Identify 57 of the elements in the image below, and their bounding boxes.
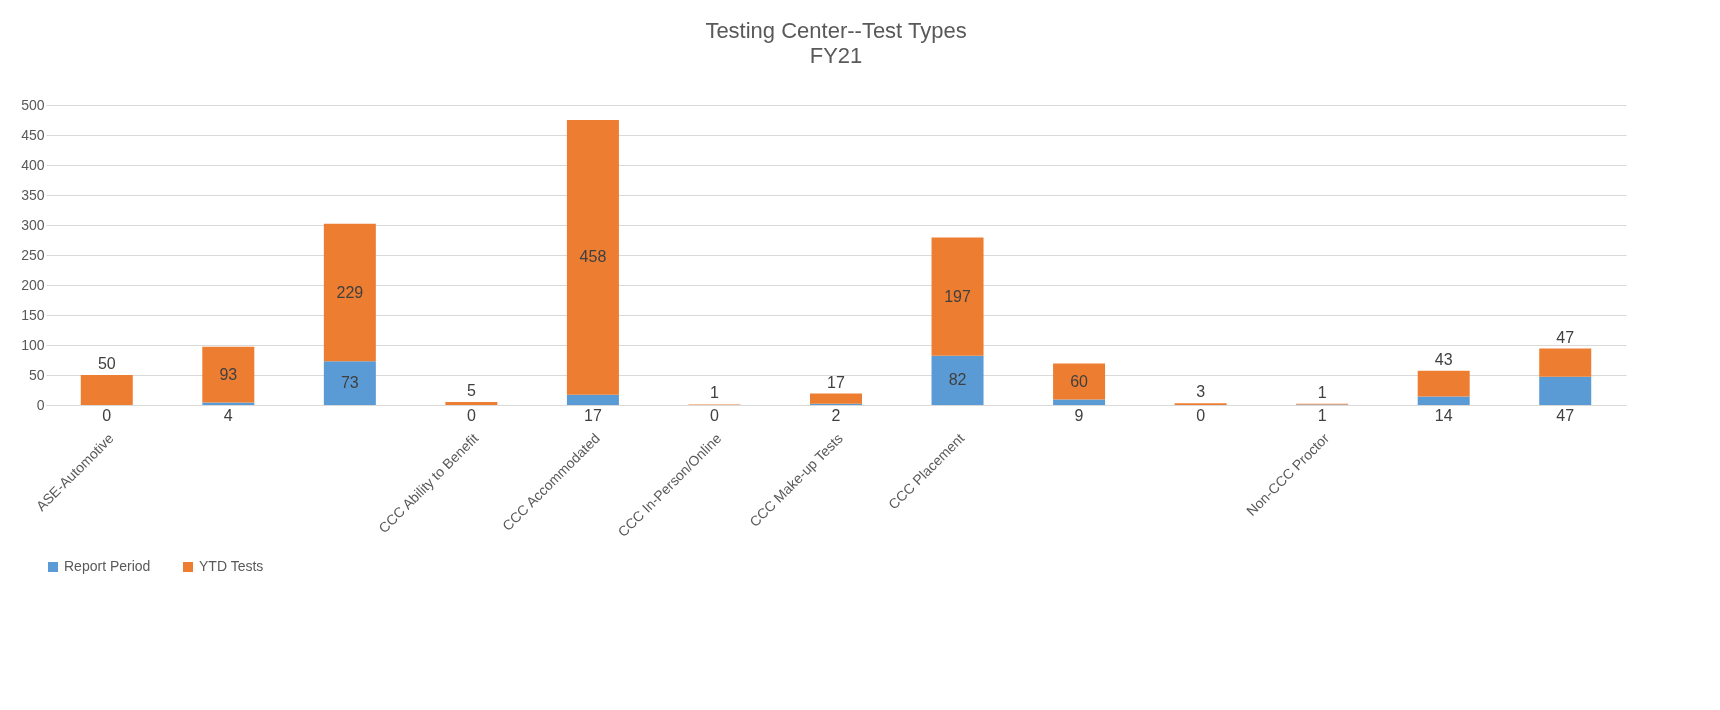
y-tick-label: 100 <box>21 336 45 353</box>
data-label: 1 <box>1317 383 1327 401</box>
legend-label: Report Period <box>64 558 151 574</box>
data-label: 197 <box>944 287 971 305</box>
data-label: 50 <box>97 355 116 372</box>
data-label: 47 <box>1556 407 1575 424</box>
bar <box>1053 363 1106 400</box>
bar <box>80 375 133 405</box>
data-label: 60 <box>1070 372 1089 390</box>
y-tick-label: 50 <box>28 366 45 383</box>
y-tick-label: 350 <box>21 186 45 203</box>
data-label: 9 <box>1074 407 1084 424</box>
bar <box>202 346 255 403</box>
data-label: 458 <box>579 248 607 266</box>
data-label: 43 <box>1434 350 1453 368</box>
bar <box>566 120 619 395</box>
bar <box>1053 399 1106 405</box>
legend-label: YTD Tests <box>199 558 264 574</box>
y-tick-label: 500 <box>21 96 45 113</box>
data-label: 0 <box>1196 407 1206 424</box>
bar <box>931 237 984 356</box>
data-label: 5 <box>466 382 476 399</box>
data-label: 4 <box>223 407 233 424</box>
data-label: 82 <box>948 371 967 389</box>
bar <box>931 355 984 405</box>
data-label: 17 <box>584 407 602 424</box>
bar <box>1417 396 1470 405</box>
bar <box>1539 348 1592 377</box>
bar <box>566 394 619 405</box>
bar <box>445 402 498 405</box>
data-label: 1 <box>1317 407 1327 424</box>
data-label: 229 <box>336 283 364 301</box>
y-tick-label: 300 <box>21 216 45 233</box>
y-tick-label: 150 <box>21 306 45 323</box>
chart-subtitle: FY21 <box>809 43 863 68</box>
y-tick-label: 200 <box>21 276 45 293</box>
y-tick-label: 450 <box>21 126 45 143</box>
chart-title: Testing Center--Test Types <box>705 18 967 43</box>
bar <box>1539 376 1592 405</box>
data-label: 47 <box>1556 328 1575 346</box>
y-tick-label: 400 <box>21 156 45 173</box>
bar <box>323 361 376 405</box>
data-label: 93 <box>219 365 238 383</box>
data-label: 2 <box>831 407 841 424</box>
data-label: 3 <box>1196 383 1206 401</box>
bar <box>323 223 376 362</box>
y-tick-label: 250 <box>21 246 45 263</box>
bar <box>1417 370 1470 397</box>
data-label: 0 <box>102 407 112 424</box>
data-label: 73 <box>340 374 359 392</box>
data-label: 0 <box>710 407 720 424</box>
data-label: 0 <box>466 407 476 424</box>
data-label: 1 <box>710 384 720 402</box>
data-label: 17 <box>827 373 845 391</box>
data-label: 14 <box>1434 407 1453 424</box>
bar <box>810 393 862 404</box>
y-tick-label: 0 <box>36 396 45 413</box>
